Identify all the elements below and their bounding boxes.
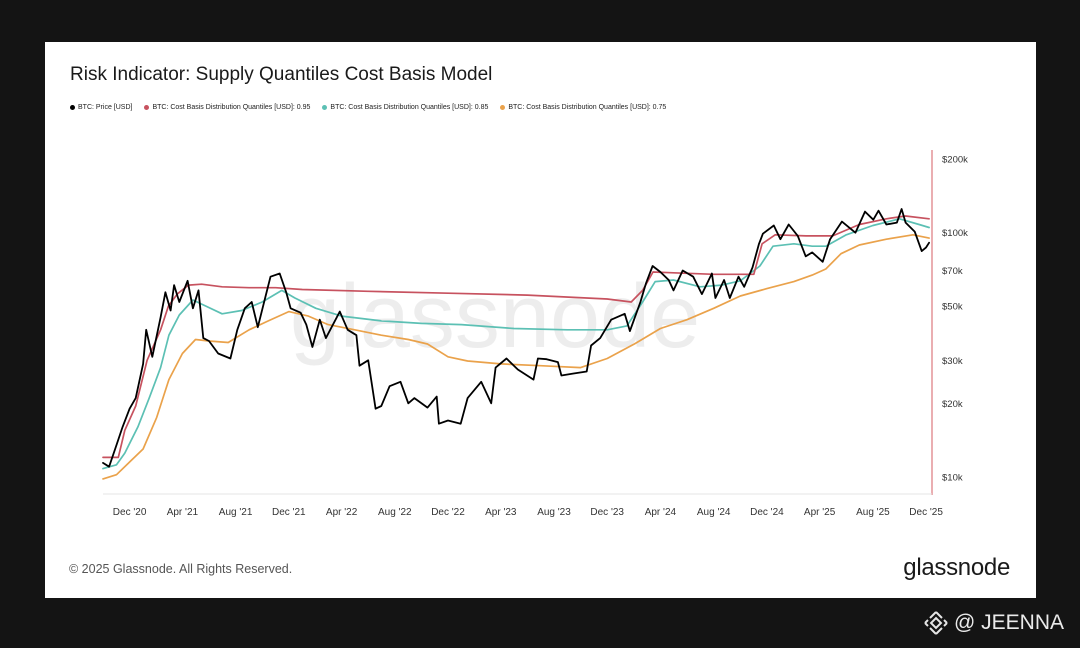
series-layer [102, 208, 930, 480]
author-handle: @ JEENNA [923, 610, 1064, 636]
chart-plot: glassnode $200k$100k$70k$50k$30k$20k$10k… [102, 150, 968, 518]
x-tick-label: Dec '25 [909, 507, 943, 518]
x-tick-label: Dec '23 [590, 507, 624, 518]
x-tick-label: Dec '22 [431, 507, 465, 518]
y-tick-label: $50k [942, 302, 963, 313]
legend-label-q75: BTC: Cost Basis Distribution Quantiles [… [508, 104, 667, 111]
y-tick-label: $200k [942, 155, 968, 166]
series-line-q75 [102, 233, 930, 480]
legend-item-q85[interactable]: BTC: Cost Basis Distribution Quantiles [… [322, 104, 488, 111]
x-tick-label: Apr '22 [326, 507, 358, 518]
x-tick-label: Aug '22 [378, 507, 412, 518]
x-tick-label: Apr '23 [485, 507, 517, 518]
y-tick-label: $30k [942, 356, 963, 367]
axis-layer: $200k $100k $70k $50k $30k $20k $10k Dec '20 Apr… [103, 150, 968, 518]
x-tick-label: Dec '21 [272, 507, 306, 518]
x-tick-label: Aug '24 [697, 507, 731, 518]
series-line-q85 [102, 217, 930, 470]
legend-dot-q95 [144, 105, 150, 110]
chart-legend: BTC: Price [USD] BTC: Cost Basis Distrib… [70, 104, 666, 111]
x-tick-label: Aug '21 [219, 507, 253, 518]
x-tick-label: Dec '20 [113, 507, 147, 518]
legend-dot-q75 [500, 105, 506, 110]
binance-icon [924, 611, 948, 635]
legend-dot-price [70, 105, 75, 110]
legend-item-q75[interactable]: BTC: Cost Basis Distribution Quantiles [… [500, 104, 666, 111]
legend-item-price[interactable]: BTC: Price [USD] [70, 104, 132, 111]
series-line-q95 [102, 215, 930, 459]
legend-label-q85: BTC: Cost Basis Distribution Quantiles [… [330, 104, 489, 111]
x-tick-label: Dec '24 [750, 507, 784, 518]
x-tick-label: Aug '25 [856, 507, 890, 518]
brand-logo: glassnode [903, 554, 1010, 581]
y-tick-label: $100k [942, 228, 968, 239]
chart-card: Risk Indicator: Supply Quantiles Cost Ba… [45, 42, 1036, 598]
x-tick-label: Apr '21 [167, 507, 199, 518]
author-handle-text: @ JEENNA [954, 611, 1065, 634]
copyright-text: © 2025 Glassnode. All Rights Reserved. [69, 562, 293, 576]
x-tick-label: Apr '25 [804, 507, 836, 518]
x-tick-label: Aug '23 [537, 507, 571, 518]
legend-item-q95[interactable]: BTC: Cost Basis Distribution Quantiles [… [144, 104, 310, 111]
y-tick-label: $10k [942, 472, 963, 483]
chart-title: Risk Indicator: Supply Quantiles Cost Ba… [70, 64, 493, 85]
series-line-price [102, 208, 930, 468]
legend-dot-q85 [322, 105, 328, 110]
y-tick-label: $70k [942, 266, 963, 277]
legend-label-price: BTC: Price [USD] [78, 104, 133, 111]
x-tick-label: Apr '24 [645, 507, 677, 518]
y-tick-label: $20k [942, 399, 963, 410]
legend-label-q95: BTC: Cost Basis Distribution Quantiles [… [152, 104, 311, 111]
